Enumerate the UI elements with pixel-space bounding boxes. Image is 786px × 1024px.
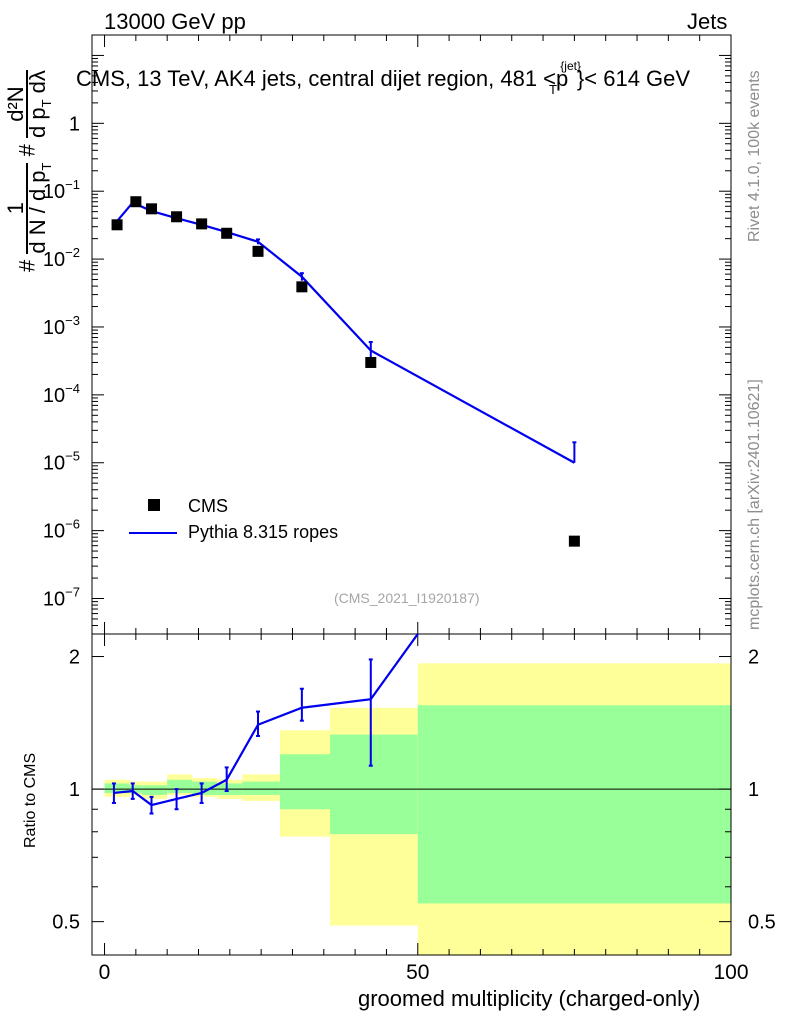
- main-y-tick-exp-3: −4: [65, 381, 80, 396]
- category-label: Jets: [687, 9, 728, 34]
- legend-cms-label: CMS: [188, 496, 228, 516]
- ratio-y-tick-label-right-2: 2: [748, 647, 759, 669]
- cms-point-7: [296, 281, 308, 293]
- plot-title: CMS, 13 TeV, AK4 jets, central dijet reg…: [76, 59, 691, 97]
- ratio-bands: [104, 663, 731, 955]
- band-inner-2: [142, 785, 168, 795]
- main-y-tick-base-4: 10: [43, 317, 65, 339]
- main-y-tick-base-1: 10: [43, 521, 65, 543]
- cms-point-9: [568, 535, 580, 547]
- axis-ticks: [92, 34, 732, 955]
- legend-mc-label: Pythia 8.315 ropes: [188, 522, 339, 542]
- main-y-tick-label-3: 10−4: [43, 381, 80, 407]
- analysis-watermark: (CMS_2021_I1920187): [334, 590, 480, 606]
- energy-label: 13000 GeV pp: [104, 9, 246, 34]
- main-y-tick-exp-5: −2: [65, 245, 80, 260]
- plot-title-sub: T: [548, 82, 557, 97]
- main-y-tick-base-7: 1: [69, 113, 80, 135]
- cms-point-2: [146, 203, 158, 215]
- band-inner-0: [104, 783, 130, 793]
- cms-point-4: [196, 218, 208, 230]
- main-frame: [91, 34, 732, 635]
- x-tick-label-50: 50: [406, 961, 429, 984]
- legend-mc-line: [129, 532, 177, 534]
- main-y-tick-exp-6: −1: [65, 177, 80, 192]
- main-y-tick-label-4: 10−3: [43, 313, 80, 339]
- main-y-tick-label-2: 10−5: [43, 449, 80, 475]
- cms-point-1: [130, 196, 142, 208]
- ratio-frame: [91, 633, 732, 956]
- ratio-series: [111, 633, 419, 815]
- legend-cms-marker: [148, 499, 160, 511]
- plot-title-sup: {jet}: [560, 59, 581, 73]
- ratio-y-tick-label-right-0: 0.5: [748, 912, 776, 934]
- cms-point-8: [365, 356, 377, 368]
- main-y-tick-label-1: 10−6: [43, 517, 80, 543]
- plot-title-text: CMS, 13 TeV, AK4 jets, central dijet reg…: [76, 66, 557, 91]
- main-y-tick-base-3: 10: [43, 385, 65, 407]
- x-tick-label-0: 0: [99, 961, 111, 984]
- band-inner-3: [167, 779, 193, 793]
- cms-point-0: [111, 219, 123, 231]
- mc-series: [111, 200, 577, 464]
- x-axis-title: groomed multiplicity (charged-only): [358, 986, 701, 1011]
- cms-point-6: [252, 245, 264, 257]
- ratio-line: [113, 633, 419, 807]
- ratio-y-tick-label-left-0: 0.5: [52, 912, 80, 934]
- main-y-tick-label-5: 10−2: [43, 245, 80, 271]
- main-y-tick-exp-2: −5: [65, 449, 80, 464]
- mc-line: [113, 201, 575, 464]
- ratio-y-tick-label-left-2: 2: [69, 647, 80, 669]
- band-inner-8: [330, 734, 418, 835]
- data-series: [111, 196, 580, 547]
- ratio-y-tick-label-left-1: 1: [69, 779, 80, 801]
- main-y-tick-exp-4: −3: [65, 313, 80, 328]
- main-y-tick-base-5: 10: [43, 249, 65, 271]
- x-tick-label-100: 100: [713, 961, 748, 984]
- main-y-tick-exp-0: −7: [65, 585, 80, 600]
- plot-title-pt: p: [556, 66, 569, 91]
- cms-point-3: [171, 211, 183, 223]
- main-y-tick-base-0: 10: [43, 589, 65, 611]
- main-y-tick-label-0: 10−7: [43, 585, 80, 611]
- main-y-tick-exp-1: −6: [65, 517, 80, 532]
- main-y-tick-base-2: 10: [43, 453, 65, 475]
- main-y-tick-label-6: 10−1: [43, 177, 80, 203]
- band-inner-6: [242, 781, 280, 795]
- main-y-tick-label-7: 1: [69, 113, 80, 135]
- axes-frames: [91, 34, 732, 956]
- ratio-y-tick-label-right-1: 1: [748, 779, 759, 801]
- band-inner-4: [192, 781, 218, 795]
- band-inner-9: [417, 705, 731, 904]
- main-y-tick-base-6: 10: [43, 181, 65, 203]
- cms-point-5: [221, 227, 233, 239]
- plot-title-tail: }< 614 GeV: [576, 66, 691, 91]
- band-inner-7: [279, 754, 331, 810]
